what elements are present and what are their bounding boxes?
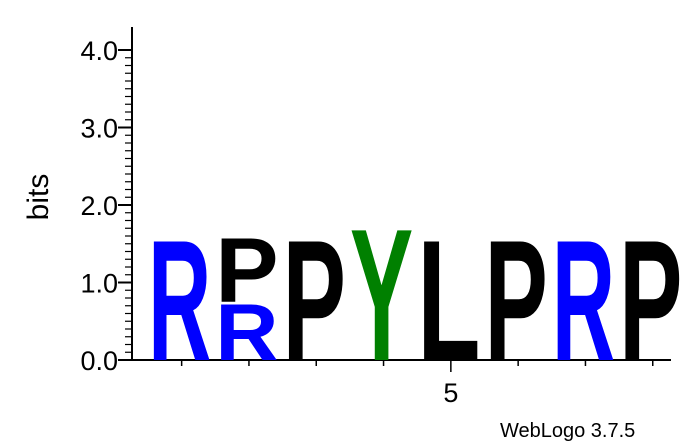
logo-letter-y: Y	[350, 189, 413, 400]
y-tick-label: 4.0	[80, 36, 118, 66]
x-tick-label: 5	[443, 378, 458, 408]
weblogo-credit: WebLogo 3.7.5	[500, 420, 635, 442]
y-tick-label: 1.0	[80, 269, 118, 299]
y-axis-title: bits	[22, 174, 55, 221]
logo-letter-r: R	[552, 204, 615, 397]
logo-letter-p: P	[283, 205, 346, 397]
logo-glyphs: R RP P Y L P R P	[148, 189, 682, 400]
logo-letter-p: P	[485, 205, 548, 397]
logo-letter-p: P	[619, 205, 682, 397]
logo-letter-r: R	[215, 287, 278, 377]
axes: 0.0 1.0 2.0 3.0 4.0 5	[80, 27, 671, 408]
y-tick-label: 2.0	[80, 191, 118, 221]
logo-letter-l: L	[417, 205, 480, 398]
y-tick-label: 0.0	[80, 346, 118, 376]
logo-letter-p: P	[215, 219, 278, 321]
logo-letter-r: R	[148, 204, 211, 397]
y-tick-label: 3.0	[80, 114, 118, 144]
